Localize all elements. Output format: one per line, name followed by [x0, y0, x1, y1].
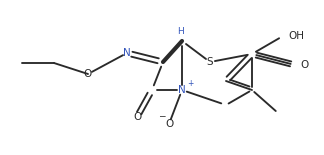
Text: O: O — [165, 119, 173, 129]
Text: N: N — [178, 85, 186, 95]
Text: −: − — [158, 111, 166, 120]
Text: O: O — [133, 112, 141, 122]
Text: O: O — [300, 60, 308, 70]
Text: S: S — [207, 57, 213, 67]
Text: OH: OH — [288, 31, 304, 41]
Text: N: N — [123, 48, 131, 58]
Text: O: O — [84, 69, 92, 79]
Text: +: + — [187, 78, 193, 88]
Text: H: H — [177, 27, 183, 36]
